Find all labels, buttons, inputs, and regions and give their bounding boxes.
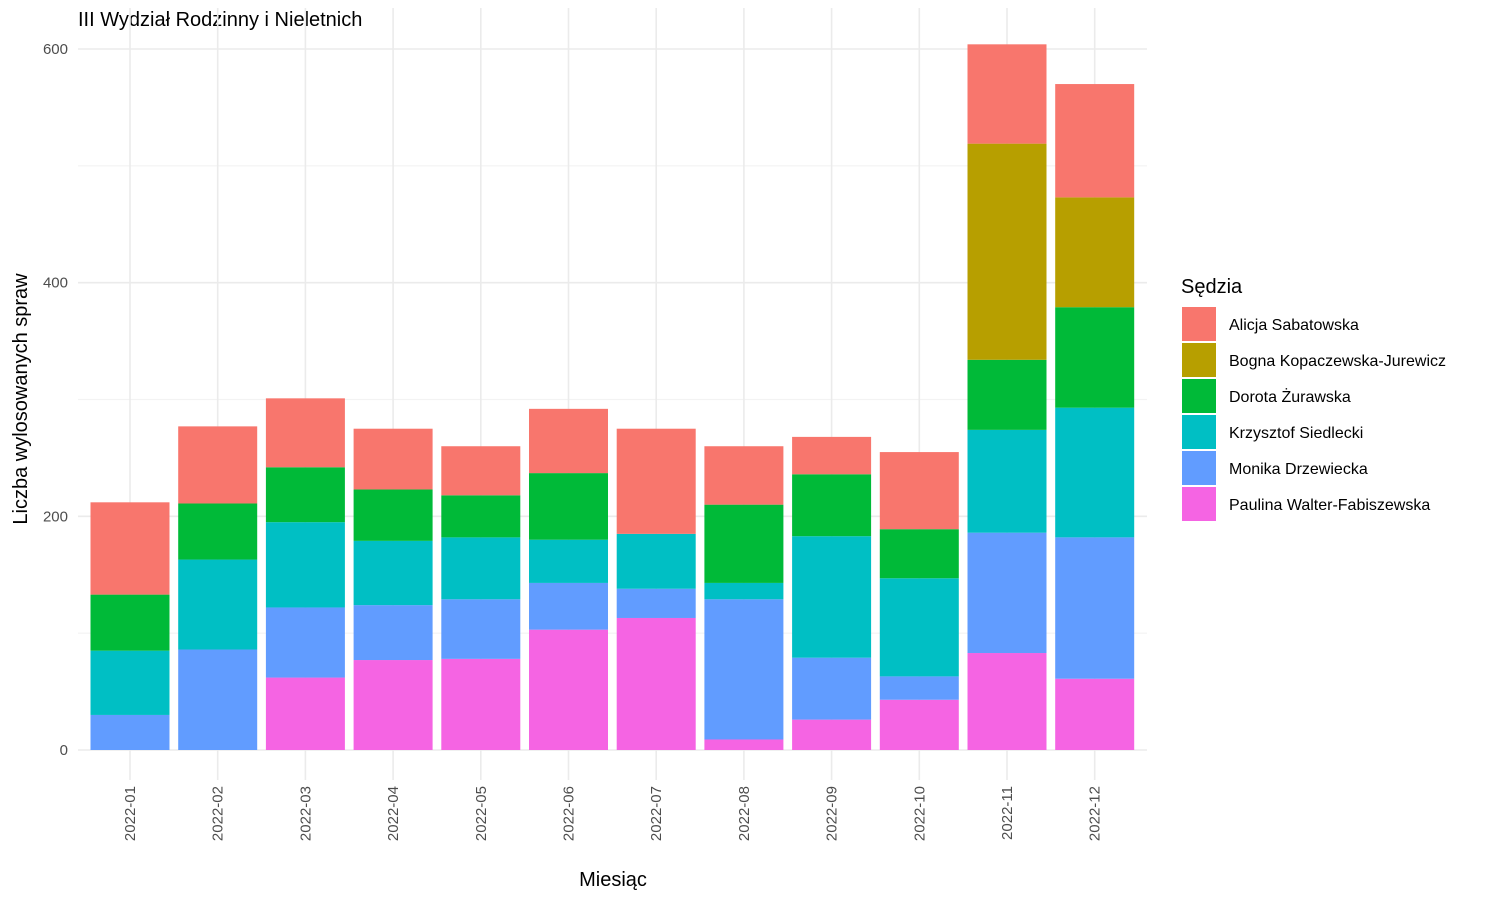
- x-tick-label: 2022-02: [210, 786, 227, 841]
- x-tick-label: 2022-12: [1087, 786, 1104, 841]
- bar-segment: [967, 359, 1047, 430]
- bar-segment: [704, 446, 784, 505]
- x-axis-ticks: 2022-01 2022-02 2022-03 2022-04 2022-05 2022-…: [122, 786, 1104, 841]
- bar-segment: [178, 426, 258, 504]
- x-tick-label: 2022-01: [122, 786, 139, 841]
- bar-segment: [967, 429, 1047, 533]
- bar-segment: [879, 529, 959, 579]
- bar-segment: [529, 408, 608, 474]
- bar-segment: [616, 588, 696, 618]
- bar-segment: [967, 143, 1047, 360]
- bar-segment: [441, 599, 521, 659]
- bar-segment: [792, 657, 872, 720]
- bar-segment: [792, 719, 872, 750]
- legend-swatch: [1182, 343, 1216, 377]
- chart-title: III Wydział Rodzinny i Nieletnich: [78, 9, 362, 31]
- x-tick-label: 2022-05: [473, 786, 490, 841]
- legend-swatch: [1182, 487, 1216, 521]
- legend-label: Dorota Żurawska: [1229, 387, 1351, 406]
- y-tick-label: 600: [43, 41, 68, 58]
- legend-label: Paulina Walter-Fabiszewska: [1229, 497, 1430, 514]
- bar-segment: [1055, 678, 1135, 750]
- legend-swatch: [1182, 379, 1216, 413]
- bar-segment: [704, 599, 784, 740]
- bar-segment: [441, 495, 521, 538]
- bar-segment: [90, 594, 170, 651]
- bar-segment: [353, 428, 433, 490]
- bar-segment: [879, 699, 959, 750]
- bar-segment: [616, 428, 696, 534]
- legend-swatch: [1182, 415, 1216, 449]
- x-tick-label: 2022-09: [824, 786, 841, 841]
- bar-segment: [879, 578, 959, 677]
- bar-segment: [704, 582, 784, 600]
- legend: Sędzia Alicja Sabatowska Bogna Kopaczewsk…: [1181, 276, 1446, 521]
- bar-segment: [353, 489, 433, 541]
- y-tick-label: 200: [43, 508, 68, 525]
- bar-segment: [90, 714, 170, 750]
- bar-segment: [178, 649, 258, 750]
- bar-segment: [178, 503, 258, 560]
- bar-segment: [704, 504, 784, 583]
- bar-segment: [616, 533, 696, 589]
- bar-segment: [265, 522, 345, 608]
- legend-swatch: [1182, 451, 1216, 485]
- bar-segment: [616, 617, 696, 750]
- bar-segment: [353, 605, 433, 661]
- bars: [90, 44, 1135, 750]
- legend-label: Alicja Sabatowska: [1229, 317, 1359, 334]
- bar-segment: [792, 536, 872, 658]
- bar-segment: [529, 539, 608, 583]
- bar-segment: [529, 473, 608, 540]
- legend-label: Krzysztof Siedlecki: [1229, 425, 1363, 442]
- x-tick-label: 2022-04: [385, 786, 402, 841]
- bar-segment: [529, 629, 608, 750]
- bar-segment: [353, 660, 433, 750]
- bar-segment: [90, 650, 170, 715]
- x-axis-title: Miesiąc: [579, 869, 647, 891]
- x-tick-label: 2022-03: [297, 786, 314, 841]
- bar-segment: [1055, 407, 1135, 538]
- y-tick-label: 0: [60, 742, 68, 759]
- x-tick-label: 2022-11: [999, 786, 1016, 840]
- legend-label: Bogna Kopaczewska-Jurewicz: [1229, 353, 1446, 370]
- bar-segment: [1055, 197, 1135, 308]
- bar-segment: [1055, 307, 1135, 408]
- x-tick-label: 2022-10: [911, 786, 928, 841]
- y-axis-title: Liczba wylosowanych spraw: [10, 273, 32, 525]
- bar-segment: [265, 607, 345, 678]
- bar-segment: [265, 677, 345, 750]
- x-tick-label: 2022-07: [648, 786, 665, 841]
- y-tick-label: 400: [43, 275, 68, 292]
- bar-segment: [879, 452, 959, 530]
- bar-segment: [529, 582, 608, 630]
- bar-segment: [178, 559, 258, 650]
- y-axis-ticks: 0 200 400 600: [43, 41, 68, 759]
- bar-segment: [1055, 537, 1135, 679]
- x-tick-label: 2022-06: [561, 786, 578, 841]
- bar-segment: [967, 532, 1047, 654]
- bar-segment: [1055, 84, 1135, 198]
- bar-segment: [704, 739, 784, 750]
- legend-title: Sędzia: [1181, 276, 1243, 298]
- bar-segment: [441, 537, 521, 600]
- bar-segment: [879, 676, 959, 700]
- bar-segment: [353, 540, 433, 606]
- bar-segment: [967, 653, 1047, 750]
- x-tick-label: 2022-08: [736, 786, 753, 841]
- bar-segment: [441, 658, 521, 750]
- bar-segment: [967, 44, 1047, 144]
- bar-segment: [792, 474, 872, 537]
- legend-label: Monika Drzewiecka: [1229, 461, 1368, 478]
- bar-segment: [265, 398, 345, 468]
- legend-swatch: [1182, 307, 1216, 341]
- bar-segment: [441, 446, 521, 496]
- bar-segment: [792, 436, 872, 475]
- bar-segment: [90, 502, 170, 595]
- bar-segment: [265, 467, 345, 523]
